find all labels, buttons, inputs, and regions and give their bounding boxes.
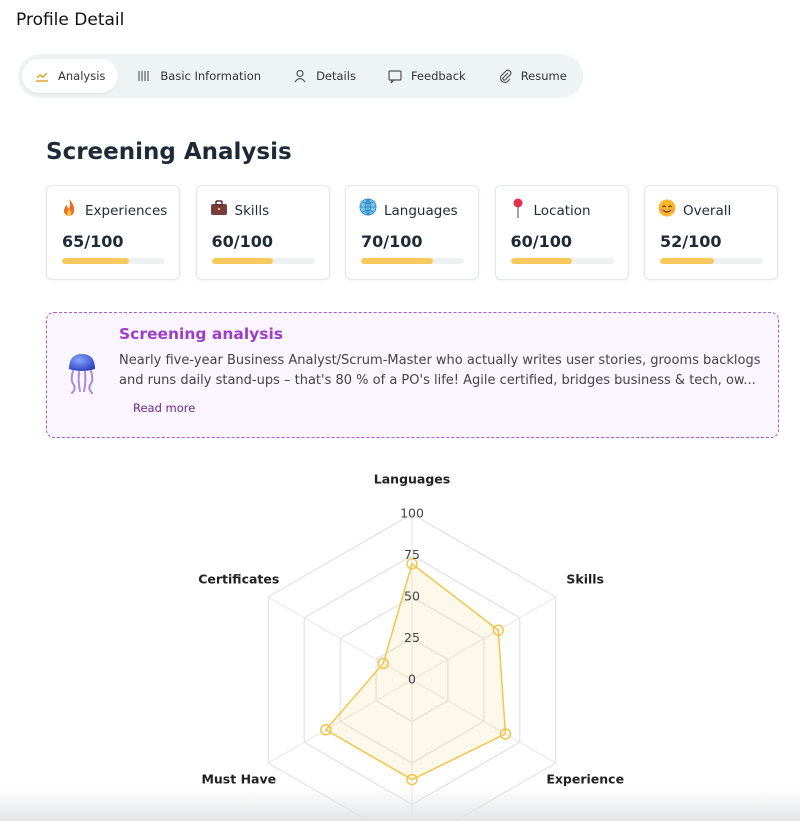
tab-label: Feedback: [410, 69, 466, 83]
tab[interactable]: Resume: [485, 59, 580, 93]
progress-bar: [660, 258, 714, 264]
progress-bar: [211, 258, 274, 264]
grid-spoke: [411, 679, 557, 764]
radar-point: [406, 558, 418, 570]
tab-label: Details: [316, 69, 356, 83]
axis-label: Must Have: [201, 772, 276, 787]
progress-bar: [62, 258, 129, 264]
tab-label: Basic Information: [160, 69, 262, 83]
card-label: Overall: [683, 203, 732, 219]
card-label: Location: [533, 203, 591, 219]
summary-box: Screening analysis Nearly five-year Busi…: [46, 312, 779, 438]
card-icon: [513, 198, 522, 218]
radial-tick-label: 0: [408, 672, 416, 687]
tab[interactable]: Analysis: [22, 59, 119, 93]
card-label: Languages: [384, 203, 458, 219]
card-icon: [658, 199, 676, 217]
progress-track: [510, 258, 614, 264]
radar-chart: 0 25 50 75 100 Languages Skills Experience Must …: [198, 472, 624, 821]
card-icon: [210, 200, 227, 215]
score-card: Skills 60/100: [195, 185, 330, 280]
tab-icon: [499, 69, 512, 84]
tab[interactable]: Feedback: [375, 59, 479, 93]
card-label: Skills: [234, 203, 270, 219]
card-score: 60/100: [510, 232, 573, 251]
score-card: Experiences 65/100: [46, 185, 180, 280]
summary-text: Nearly five-year Business Analyst/Scrum-…: [119, 353, 761, 388]
section-title: Screening Analysis: [46, 139, 292, 165]
card-score: 52/100: [660, 232, 722, 251]
progress-track: [361, 258, 464, 264]
grid-spoke: [267, 679, 413, 764]
bottom-fade: [0, 788, 800, 821]
page-title: Profile Detail: [16, 10, 125, 30]
score-card: Location 60/100: [494, 185, 629, 280]
score-card: Languages 70/100: [345, 185, 479, 280]
radar-point: [406, 773, 418, 786]
tab[interactable]: Basic Information: [124, 59, 274, 93]
jellyfish-icon: [69, 354, 95, 394]
card-icon: [64, 199, 75, 216]
card-score: 70/100: [361, 232, 423, 251]
tab-label: Analysis: [58, 69, 106, 83]
progress-track: [660, 258, 763, 264]
radar-point: [319, 724, 332, 736]
radial-tick-label: 100: [400, 506, 424, 521]
axis-label: Skills: [566, 572, 604, 587]
radar-point: [377, 657, 389, 670]
progress-track: [62, 258, 165, 264]
card-score: 65/100: [62, 232, 124, 251]
tab-icon: [294, 69, 306, 83]
tab[interactable]: Details: [280, 59, 369, 93]
score-card: Overall 52/100: [644, 185, 778, 280]
axis-label: Certificates: [198, 572, 279, 587]
axis-label: Experience: [546, 772, 624, 787]
read-more-link[interactable]: Read more: [133, 401, 196, 415]
card-score: 60/100: [211, 232, 274, 251]
tab-icon: [36, 72, 48, 82]
progress-bar: [361, 258, 434, 264]
grid-spoke: [411, 596, 557, 681]
tab-icon: [138, 71, 149, 81]
tab-label: Resume: [520, 69, 567, 83]
summary-title: Screening analysis: [119, 325, 284, 343]
progress-bar: [510, 258, 573, 264]
radial-tick-label: 25: [404, 630, 420, 645]
tab-icon: [388, 70, 402, 84]
axis-label: Languages: [374, 472, 450, 487]
card-icon: [359, 198, 377, 216]
tab-bar: Analysis Basic Information Details Feedback…: [18, 54, 583, 98]
radial-tick-label: 75: [404, 547, 420, 562]
card-label: Experiences: [85, 203, 168, 219]
radar-point: [499, 728, 512, 740]
progress-track: [211, 258, 315, 264]
radar-point: [492, 624, 505, 636]
radial-tick-label: 50: [404, 589, 420, 604]
radar-area: [324, 562, 507, 781]
